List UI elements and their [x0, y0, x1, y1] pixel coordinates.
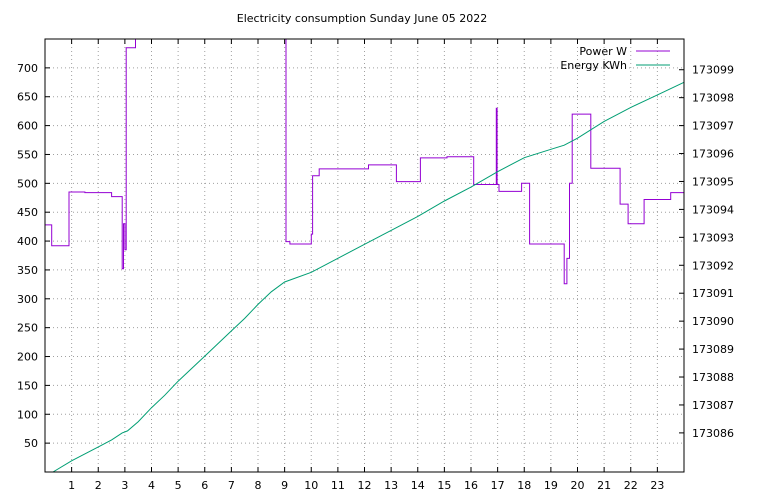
x-tick-label: 23 [650, 479, 664, 492]
x-tick-label: 10 [304, 479, 318, 492]
x-tick-label: 21 [597, 479, 611, 492]
y-right-tick-label: 173090 [692, 315, 734, 328]
y-right-tick-label: 173099 [692, 64, 734, 77]
y-left-tick-label: 700 [17, 62, 38, 75]
x-tick-label: 20 [571, 479, 585, 492]
y-left-tick-label: 200 [17, 351, 38, 364]
x-tick-label: 6 [201, 479, 208, 492]
x-tick-label: 9 [281, 479, 288, 492]
y-left-tick-label: 50 [24, 437, 38, 450]
y-right-tick-label: 173097 [692, 120, 734, 133]
x-tick-label: 3 [121, 479, 128, 492]
y-right-tick-label: 173093 [692, 231, 734, 244]
y-right-tick-label: 173088 [692, 371, 734, 384]
y-left-tick-label: 350 [17, 264, 38, 277]
x-tick-label: 18 [517, 479, 531, 492]
x-tick-label: 5 [175, 479, 182, 492]
y-left-tick-label: 250 [17, 322, 38, 335]
grid-lines [45, 39, 684, 472]
y-left-tick-label: 100 [17, 408, 38, 421]
x-tick-label: 19 [544, 479, 558, 492]
y-left-tick-label: 500 [17, 177, 38, 190]
y-right-tick-label: 173089 [692, 343, 734, 356]
legend-label-power: Power W [579, 45, 627, 58]
y-left-tick-label: 650 [17, 91, 38, 104]
y-right-tick-label: 173092 [692, 259, 734, 272]
y-left-tick-label: 150 [17, 379, 38, 392]
y-left-tick-label: 550 [17, 148, 38, 161]
y-left-tick-label: 450 [17, 206, 38, 219]
x-tick-label: 8 [255, 479, 262, 492]
y-right-tick-label: 173094 [692, 203, 734, 216]
legend: Power W Energy KWh [560, 45, 670, 72]
x-tick-label: 16 [464, 479, 478, 492]
y-right-tick-label: 173087 [692, 399, 734, 412]
x-tick-label: 11 [331, 479, 345, 492]
x-tick-label: 15 [437, 479, 451, 492]
x-tick-label: 14 [411, 479, 425, 492]
y-left-tick-label: 600 [17, 120, 38, 133]
x-tick-label: 17 [491, 479, 505, 492]
y-right-tick-label: 173098 [692, 92, 734, 105]
y-left-tick-label: 300 [17, 293, 38, 306]
x-tick-label: 12 [358, 479, 372, 492]
series-lines [45, 38, 685, 473]
series-energy-line [52, 81, 685, 473]
x-tick-label: 2 [95, 479, 102, 492]
series-power-line [45, 38, 684, 285]
legend-label-energy: Energy KWh [560, 59, 627, 72]
x-tick-label: 22 [624, 479, 638, 492]
y-right-tick-label: 173086 [692, 427, 734, 440]
y-right-tick-label: 173096 [692, 148, 734, 161]
y-left-tick-label: 400 [17, 235, 38, 248]
y-right-tick-label: 173095 [692, 175, 734, 188]
x-tick-label: 13 [384, 479, 398, 492]
chart-title: Electricity consumption Sunday June 05 2… [237, 12, 487, 25]
x-tick-label: 4 [148, 479, 155, 492]
x-tick-label: 7 [228, 479, 235, 492]
x-tick-label: 1 [68, 479, 75, 492]
y-right-tick-label: 173091 [692, 287, 734, 300]
axis-ticks [45, 39, 684, 472]
